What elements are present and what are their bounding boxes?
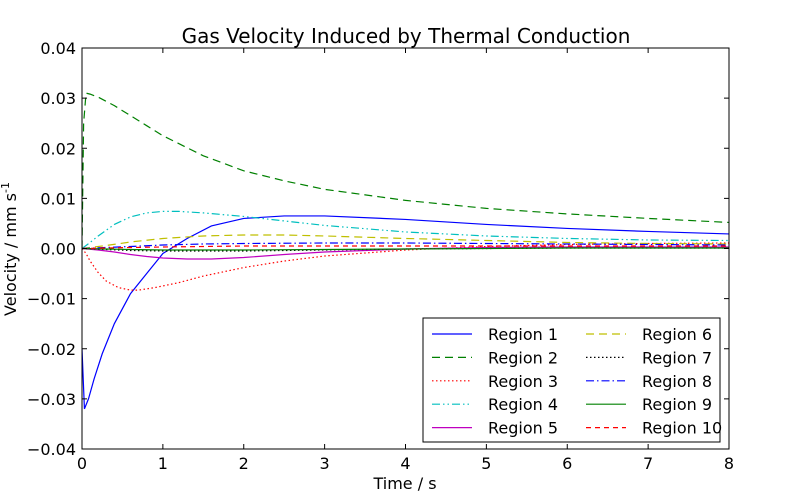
- x-axis-title: Time / s: [372, 474, 436, 493]
- y-tick-label: 0.03: [40, 89, 76, 108]
- y-tick-label: 0.01: [40, 189, 76, 208]
- legend-label-region-3: Region 3: [488, 372, 558, 391]
- x-tick-label: 7: [643, 454, 653, 473]
- legend-label-region-4: Region 4: [488, 395, 558, 414]
- series-line-region-8: [82, 242, 729, 250]
- x-tick-label: 4: [400, 454, 410, 473]
- plot-area: [82, 92, 729, 410]
- legend-label-region-5: Region 5: [488, 419, 558, 438]
- axes: 0 1 2 3 4 5 6 7 8 −0.04 −0.03 −0.02 −0.01 0.00 0.01 0.0…: [27, 39, 734, 473]
- y-tick-label: 0.00: [40, 240, 76, 259]
- series-lines: [82, 92, 729, 410]
- x-tick-label: 2: [239, 454, 249, 473]
- y-axis-title-superscript: -1: [0, 182, 12, 193]
- chart-title: Gas Velocity Induced by Thermal Conducti…: [182, 24, 631, 48]
- legend-label-region-9: Region 9: [642, 395, 712, 414]
- series-line-region-3: [82, 242, 729, 291]
- series-line-region-5: [82, 246, 729, 260]
- x-tick-label: 3: [320, 454, 330, 473]
- legend-label-region-1: Region 1: [488, 325, 558, 344]
- x-tick-label: 0: [77, 454, 87, 473]
- y-tick-label: −0.02: [27, 340, 76, 359]
- x-tick-label: 5: [481, 454, 491, 473]
- series-line-region-6: [82, 234, 729, 250]
- y-axis-title-main: Velocity / mm s: [1, 193, 20, 316]
- series-line-region-2: [82, 92, 729, 249]
- legend-label-region-6: Region 6: [642, 325, 712, 344]
- series-line-region-1: [82, 215, 729, 410]
- x-tick-label: 6: [562, 454, 572, 473]
- series-line-region-7: [82, 247, 729, 252]
- legend-label-region-7: Region 7: [642, 348, 712, 367]
- series-line-region-10: [82, 245, 729, 250]
- legend-box: [422, 317, 721, 443]
- x-tick-label: 8: [724, 454, 734, 473]
- y-tick-label: −0.01: [27, 290, 76, 309]
- y-tick-label: −0.03: [27, 390, 76, 409]
- y-tick-label: 0.02: [40, 139, 76, 158]
- legend: Region 1 Region 2 Region 3 Region 4 Region 5…: [422, 317, 722, 443]
- y-tick-label: 0.04: [40, 39, 76, 58]
- series-line-region-4: [82, 210, 729, 249]
- legend-label-region-2: Region 2: [488, 348, 558, 367]
- x-tick-label: 1: [158, 454, 168, 473]
- legend-label-region-8: Region 8: [642, 372, 712, 391]
- series-line-region-9: [82, 247, 729, 251]
- y-tick-label: −0.04: [27, 440, 76, 459]
- y-axis-title: Velocity / mm s-1: [0, 182, 20, 316]
- legend-label-region-10: Region 10: [642, 419, 722, 438]
